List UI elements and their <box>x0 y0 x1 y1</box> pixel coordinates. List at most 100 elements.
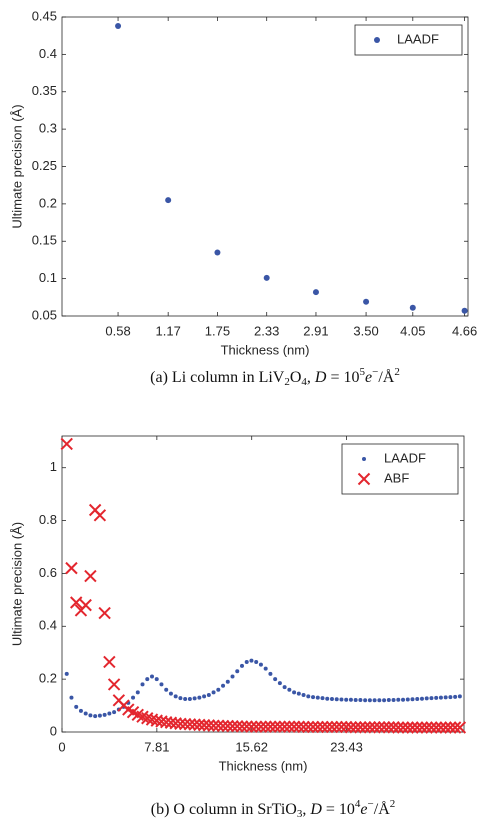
dot-marker <box>306 694 311 699</box>
x-marker <box>330 720 343 734</box>
x-marker <box>316 720 329 734</box>
dot-marker <box>391 698 396 703</box>
x-marker <box>302 720 315 734</box>
caption-part: 5 <box>360 366 366 378</box>
x-tick-label: 0 <box>58 739 65 754</box>
dot-marker <box>339 697 344 702</box>
caption-part: 2 <box>394 366 400 378</box>
caption-part: e <box>360 801 367 818</box>
y-tick-label: 0.2 <box>39 195 57 210</box>
x-marker <box>377 721 391 734</box>
dot-marker <box>244 659 249 664</box>
caption-part: /Å <box>374 800 390 818</box>
dot-marker <box>353 698 358 703</box>
dot-marker <box>254 659 259 664</box>
x-marker <box>415 721 429 734</box>
x-marker <box>207 719 220 732</box>
x-marker <box>197 718 211 732</box>
caption-part: 2 <box>390 798 396 810</box>
dot-marker <box>311 695 316 700</box>
legend-box <box>354 24 463 56</box>
x-marker <box>287 720 301 733</box>
x-marker <box>216 719 230 733</box>
dot-marker <box>258 662 263 667</box>
y-tick-label: 0.05 <box>32 307 57 322</box>
x-axis-label: Thickness (nm) <box>219 758 308 773</box>
legend-box <box>341 443 459 495</box>
y-tick-label: 1 <box>50 459 57 474</box>
x-marker <box>240 720 253 733</box>
chart: 0 0.2 0.4 0.6 0.8 1 0 7.81 15.62 23.43 Thickness (… <box>9 435 467 820</box>
x-marker <box>453 721 467 734</box>
legend-marker <box>357 472 371 486</box>
x-marker <box>363 721 377 734</box>
y-tick-label: 0.25 <box>32 158 57 173</box>
dot-marker <box>363 298 370 305</box>
dot-marker <box>74 704 79 709</box>
dot-marker <box>69 695 74 700</box>
x-marker <box>297 720 310 734</box>
y-tick-label: 0.15 <box>32 233 57 248</box>
dot-marker <box>410 697 415 702</box>
caption-part: 4 <box>301 376 307 388</box>
dot-marker <box>159 682 164 687</box>
dot-marker <box>438 695 443 700</box>
dot-marker <box>225 679 230 684</box>
x-marker <box>382 721 396 734</box>
axes-box <box>61 435 465 733</box>
caption-part: O <box>290 369 302 386</box>
x-marker <box>358 721 372 734</box>
dot-marker <box>154 677 159 682</box>
caption-part: 2 <box>284 376 290 388</box>
axes-box <box>61 16 469 317</box>
x-marker <box>425 721 438 734</box>
legend-marker <box>374 37 380 43</box>
y-tick-label: 0 <box>50 723 57 738</box>
x-marker <box>368 721 381 734</box>
dot-marker <box>396 697 401 702</box>
x-marker <box>188 718 201 731</box>
dot-marker <box>165 197 172 204</box>
x-marker <box>221 719 234 733</box>
dot-marker <box>149 674 154 679</box>
x-marker <box>107 678 121 691</box>
y-tick-label: 0.6 <box>39 565 57 580</box>
caption-part: , <box>302 801 310 818</box>
dot-marker <box>315 695 320 700</box>
series <box>60 437 467 734</box>
x-tick-label: 4.66 <box>452 323 477 338</box>
x-marker <box>193 718 206 732</box>
dot-marker <box>107 711 112 716</box>
x-marker <box>98 606 111 620</box>
x-marker <box>406 721 419 734</box>
x-tick-label: 23.43 <box>330 739 363 754</box>
caption-part: e <box>365 369 372 386</box>
x-marker <box>245 720 258 733</box>
x-marker <box>344 721 358 734</box>
x-marker <box>103 655 116 669</box>
legend: LAADF ABF <box>341 443 459 495</box>
dot-marker <box>64 671 69 676</box>
x-marker <box>292 720 306 733</box>
dot-marker <box>434 695 439 700</box>
dot-marker <box>102 712 107 717</box>
y-tick-label: 0.1 <box>39 270 57 285</box>
y-tick-label: 0.4 <box>39 46 57 61</box>
dot-marker <box>211 690 216 695</box>
dot-marker <box>131 695 136 700</box>
x-tick-label: 1.17 <box>156 323 181 338</box>
dot-marker <box>334 697 339 702</box>
caption-part: 4 <box>355 798 361 810</box>
dot-marker <box>202 694 207 699</box>
dot-marker <box>419 696 424 701</box>
dot-marker <box>88 713 93 718</box>
dot-marker <box>192 696 197 701</box>
dot-marker <box>367 698 372 703</box>
dot-marker <box>443 695 448 700</box>
x-marker <box>311 720 324 734</box>
x-marker <box>70 596 83 609</box>
x-marker <box>259 720 272 733</box>
dot-marker <box>173 694 178 699</box>
x-marker <box>264 720 277 733</box>
